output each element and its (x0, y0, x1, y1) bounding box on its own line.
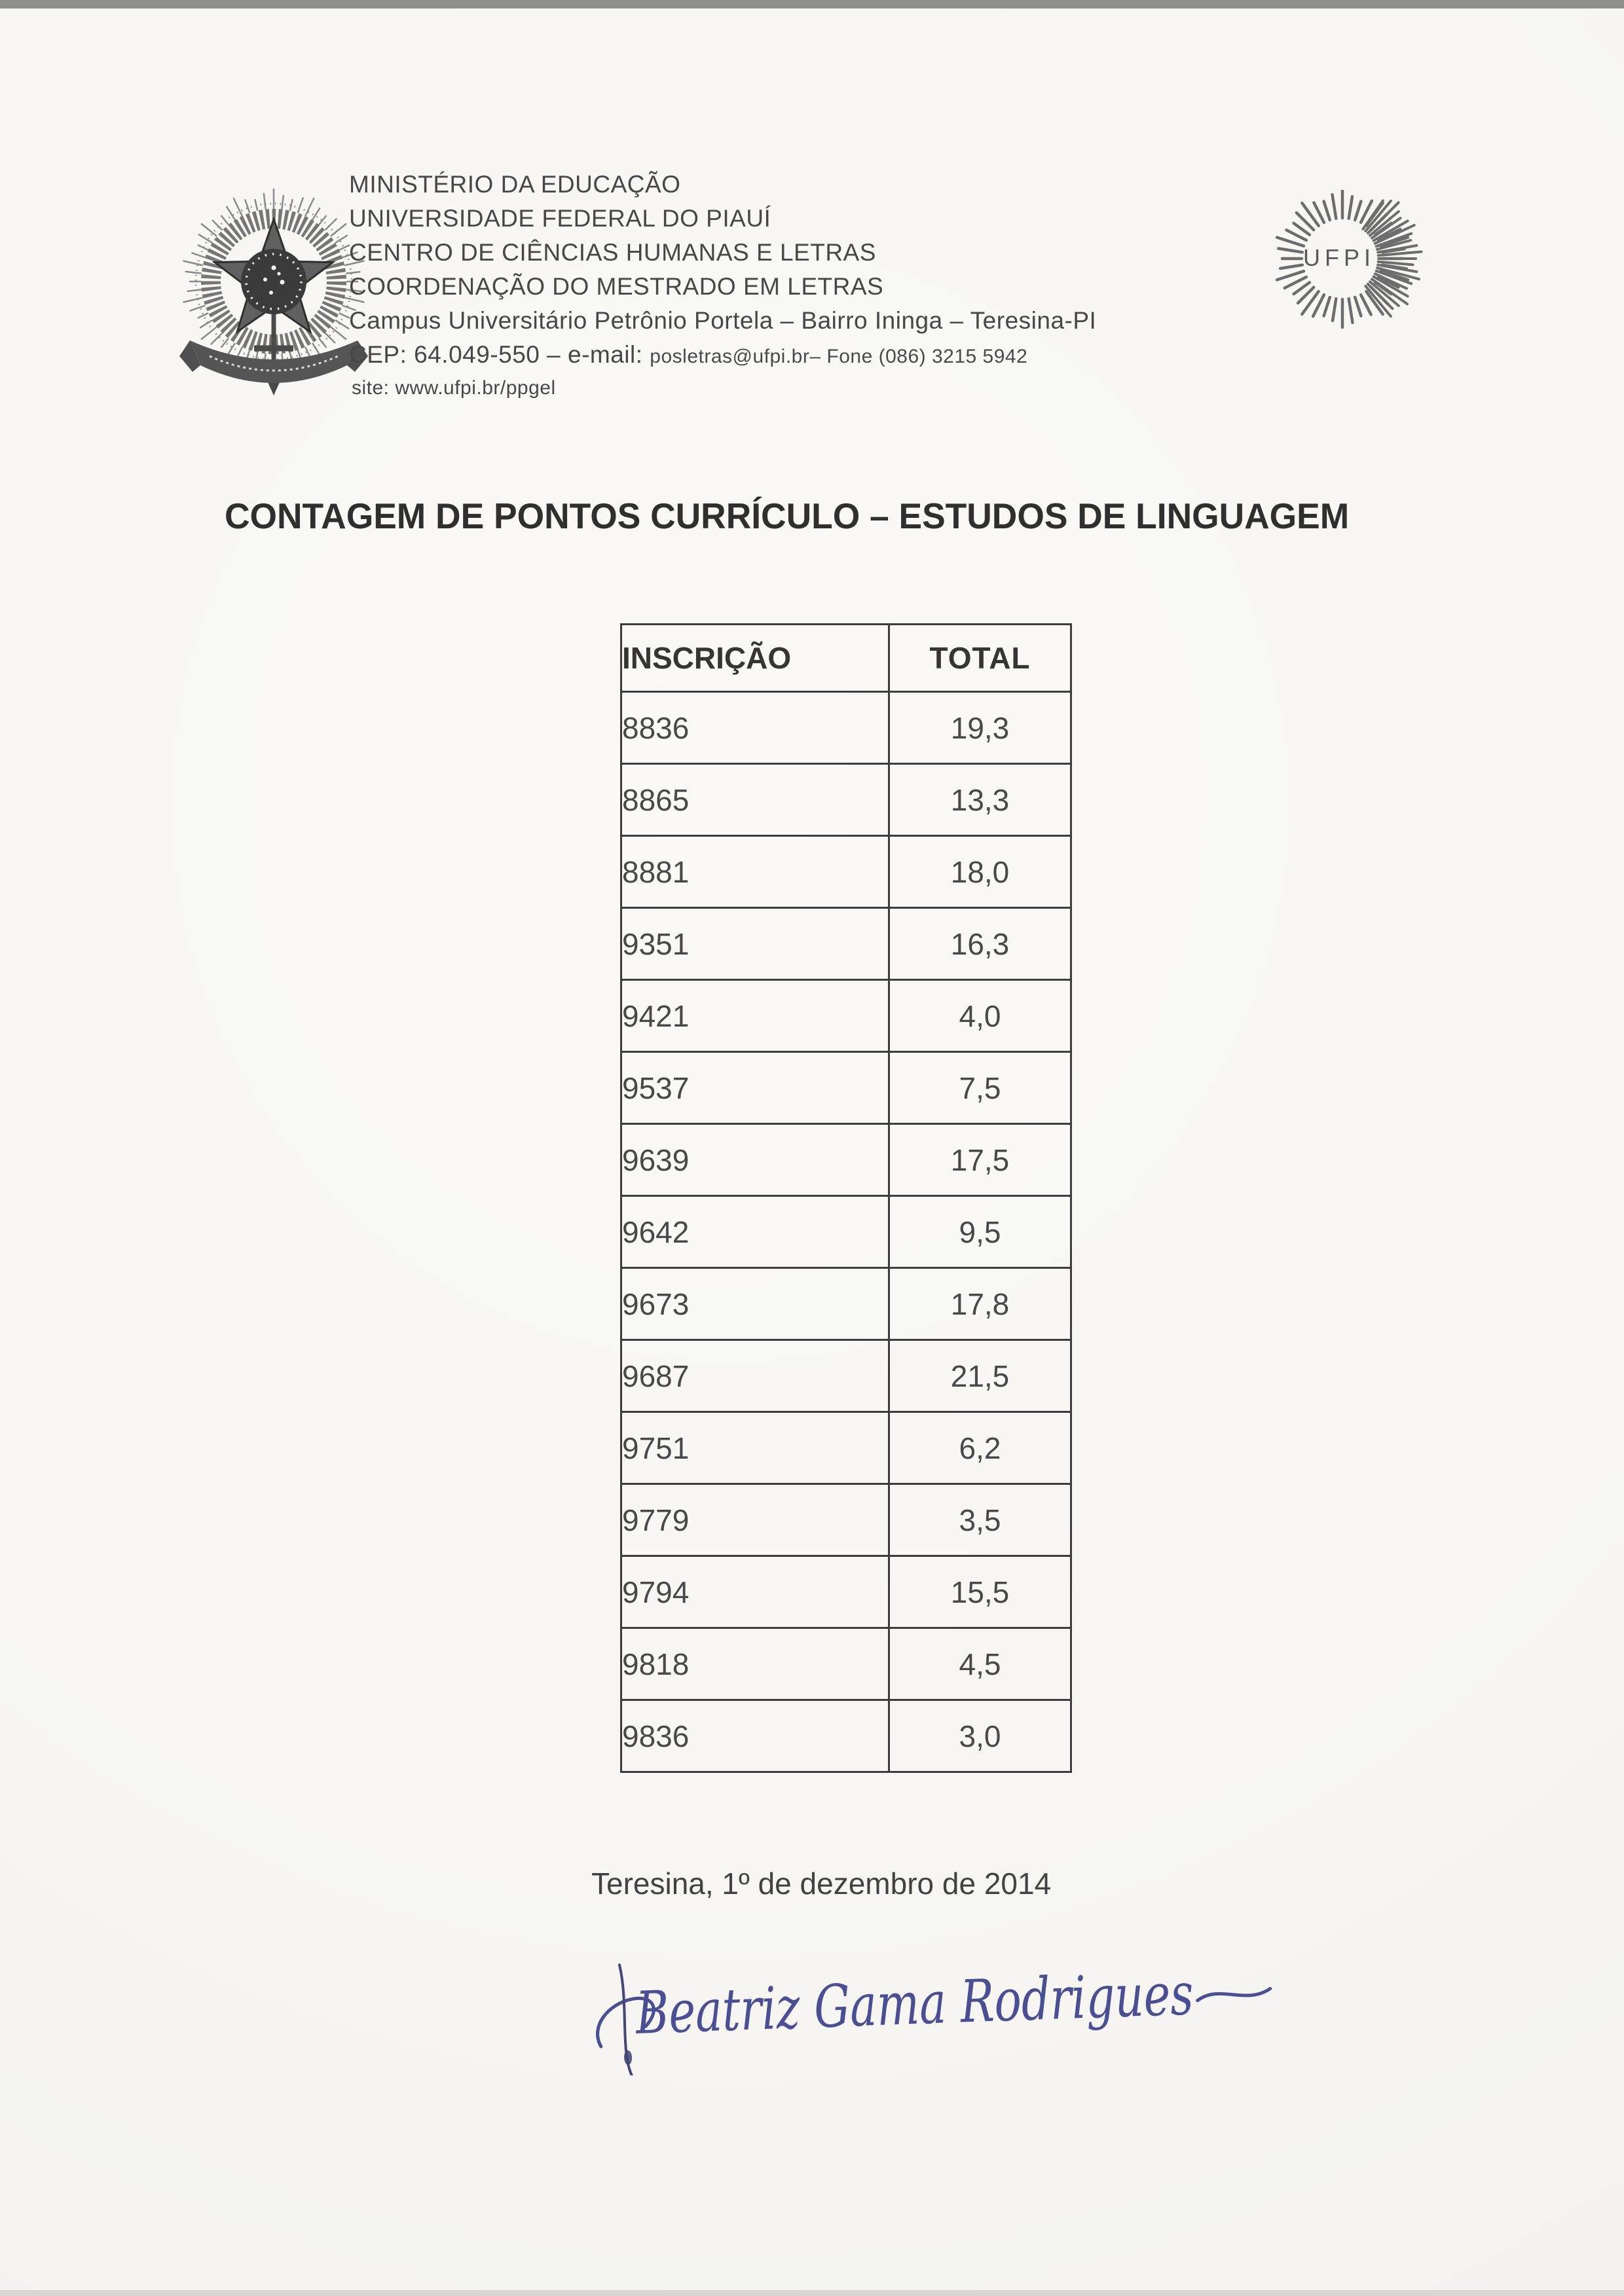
letterhead-line-center: CENTRO DE CIÊNCIAS HUMANAS E LETRAS (349, 239, 876, 266)
signature-ink: Beatriz Gama Rodrigues (596, 1960, 1272, 2075)
letterhead-line-university: UNIVERSIDADE FEDERAL DO PIAUÍ (349, 205, 771, 232)
total-cell: 4,5 (888, 1627, 1072, 1701)
total-cell: 13,3 (888, 763, 1072, 837)
inscricao-cell: 8836 (620, 691, 890, 765)
signature-flourish-tail (1196, 1987, 1272, 2003)
scan-top-edge (0, 0, 1624, 9)
ribbon-end-right (347, 340, 368, 372)
table-row: 9642 9,5 (620, 1195, 1072, 1269)
table-row: 9537 7,5 (620, 1051, 1072, 1125)
table-row: 8836 19,3 (620, 691, 1072, 765)
ribbon-band (190, 340, 358, 383)
table-row: 9818 4,5 (620, 1627, 1072, 1701)
sword-tip (268, 382, 280, 395)
inscricao-cell: 9639 (620, 1123, 890, 1197)
date-line: Teresina, 1º de dezembro de 2014 (591, 1867, 1052, 1901)
table-row: 9751 6,2 (620, 1411, 1072, 1485)
ribbon-lettering-hint (209, 355, 339, 372)
brazil-coat-of-arms-icon (179, 188, 368, 395)
table-row: 9673 17,8 (620, 1267, 1072, 1341)
signature-flourish-cross (618, 1963, 635, 2075)
ufpi-logo-center (1305, 225, 1371, 290)
total-cell: 21,5 (888, 1339, 1072, 1413)
table-row: 9779 3,5 (620, 1483, 1072, 1557)
score-table: INSCRIÇÃO TOTAL 8836 19,3 8865 13,3 8881 18,0… (620, 623, 1072, 1773)
table-body: 8836 19,3 8865 13,3 8881 18,0 9351 16,3 9421 4,0 9… (620, 691, 1072, 1773)
inscricao-cell: 9794 (620, 1555, 890, 1629)
inscricao-cell: 8865 (620, 763, 890, 837)
inscricao-cell: 9351 (620, 907, 890, 981)
document-title: CONTAGEM DE PONTOS CURRÍCULO – ESTUDOS D… (225, 496, 1350, 536)
ink-blot (623, 2050, 633, 2065)
letterhead-line-ministry: MINISTÉRIO DA EDUCAÇÃO (349, 171, 681, 198)
total-cell: 3,5 (888, 1483, 1072, 1557)
total-cell: 15,5 (888, 1555, 1072, 1629)
letterhead-line-coordination: COORDENAÇÃO DO MESTRADO EM LETRAS (349, 273, 884, 300)
total-cell: 17,8 (888, 1267, 1072, 1341)
inscricao-cell: 9836 (620, 1699, 890, 1773)
total-cell: 17,5 (888, 1123, 1072, 1197)
total-cell: 6,2 (888, 1411, 1072, 1485)
scan-bottom-edge (0, 2290, 1624, 2296)
total-cell: 16,3 (888, 907, 1072, 981)
table-head: INSCRIÇÃO TOTAL (620, 623, 1072, 693)
signature-text: Beatriz Gama Rodrigues (634, 1960, 1195, 2048)
letterhead-line-site: site: www.ufpi.br/ppgel (352, 377, 556, 399)
table-row: 8881 18,0 (620, 835, 1072, 909)
total-cell: 19,3 (888, 691, 1072, 765)
total-cell: 7,5 (888, 1051, 1072, 1125)
total-cell: 18,0 (888, 835, 1072, 909)
inscricao-cell: 9673 (620, 1267, 890, 1341)
signature: Beatriz Gama Rodrigues (596, 1960, 1272, 2075)
wreath-outer-speckle (194, 202, 353, 361)
table-row: 9794 15,5 (620, 1555, 1072, 1629)
southern-cross-stars (263, 265, 285, 295)
email-phone-text: posletras@ufpi.br– Fone (086) 3215 5942 (650, 346, 1028, 367)
table-row: 8865 13,3 (620, 763, 1072, 837)
inscricao-cell: 9642 (620, 1195, 890, 1269)
total-cell: 4,0 (888, 979, 1072, 1053)
center-disc (241, 249, 306, 314)
ufpi-logo-text: UFPI (1303, 244, 1375, 271)
table-row: 9351 16,3 (620, 907, 1072, 981)
total-cell: 3,0 (888, 1699, 1072, 1773)
inscricao-cell: 9818 (620, 1627, 890, 1701)
star-dot-ring (245, 253, 303, 310)
inscricao-cell: 9751 (620, 1411, 890, 1485)
total-cell: 9,5 (888, 1195, 1072, 1269)
letterhead-line-campus: Campus Universitário Petrônio Portela – … (349, 307, 1097, 334)
table-header-row: INSCRIÇÃO TOTAL (620, 623, 1072, 693)
inscricao-cell: 9779 (620, 1483, 890, 1557)
ribbon-end-left (179, 340, 200, 372)
inscricao-cell: 9687 (620, 1339, 890, 1413)
letterhead-line-cep: CEP: 64.049-550 – e-mail: posletras@ufpi… (349, 338, 1096, 374)
ufpi-burst-rays (1275, 190, 1423, 329)
signature-flourish-lead (596, 1996, 655, 2049)
table-row: 9421 4,0 (620, 979, 1072, 1053)
table-row: 9836 3,0 (620, 1699, 1072, 1773)
cep-text: CEP: 64.049-550 – e-mail: (349, 341, 643, 368)
inscricao-cell: 8881 (620, 835, 890, 909)
letterhead: MINISTÉRIO DA EDUCAÇÃO UNIVERSIDADE FEDE… (349, 168, 1096, 403)
ufpi-logo: UFPI (1275, 190, 1423, 329)
column-header-inscricao: INSCRIÇÃO (620, 623, 890, 693)
table-row: 9639 17,5 (620, 1123, 1072, 1197)
table-row: 9687 21,5 (620, 1339, 1072, 1413)
column-header-total: TOTAL (888, 623, 1072, 693)
inscricao-cell: 9537 (620, 1051, 890, 1125)
inscricao-cell: 9421 (620, 979, 890, 1053)
